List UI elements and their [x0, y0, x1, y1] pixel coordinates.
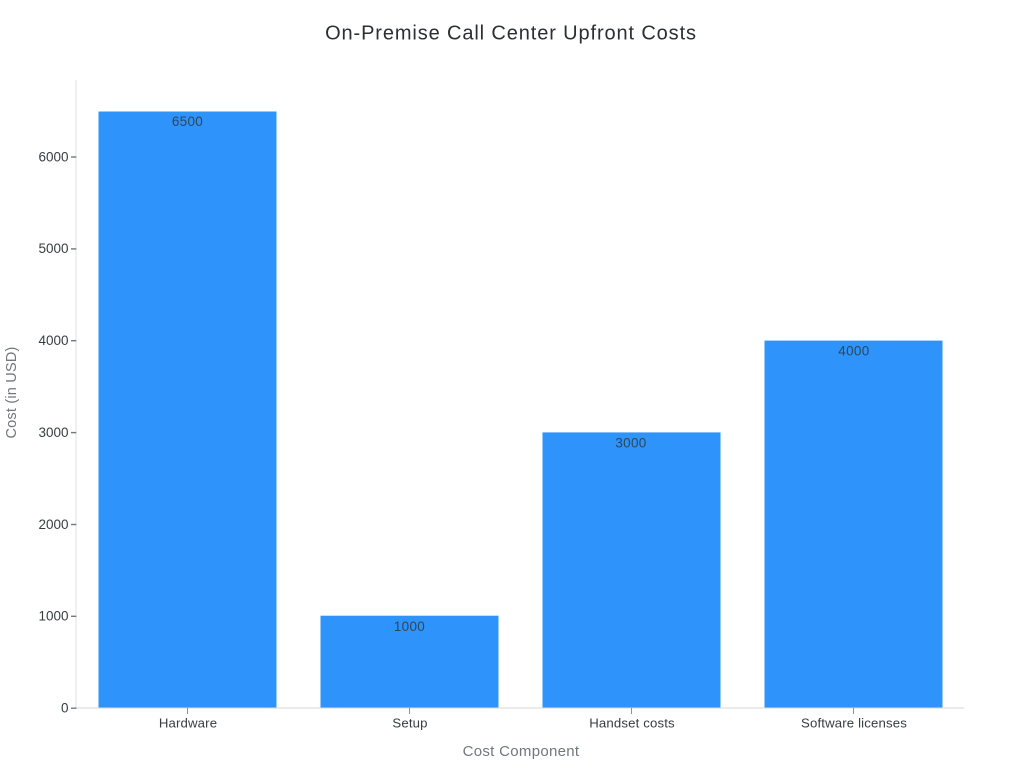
svg-text:Setup: Setup — [392, 716, 427, 731]
svg-text:Hardware: Hardware — [159, 716, 217, 731]
svg-text:Handset costs: Handset costs — [589, 716, 675, 731]
svg-text:0: 0 — [61, 701, 69, 716]
svg-text:1000: 1000 — [394, 619, 425, 634]
svg-text:Cost (in USD): Cost (in USD) — [4, 346, 20, 438]
svg-text:Cost Component: Cost Component — [463, 743, 580, 760]
svg-text:Software licenses: Software licenses — [801, 716, 907, 731]
svg-text:5000: 5000 — [38, 241, 68, 256]
svg-text:4000: 4000 — [38, 333, 68, 348]
svg-text:On-Premise Call Center Upfront: On-Premise Call Center Upfront Costs — [325, 22, 697, 44]
svg-text:6500: 6500 — [172, 114, 203, 129]
svg-text:3000: 3000 — [615, 435, 646, 450]
svg-text:3000: 3000 — [38, 425, 68, 440]
svg-text:2000: 2000 — [38, 517, 68, 532]
svg-text:1000: 1000 — [38, 609, 68, 624]
svg-text:4000: 4000 — [838, 344, 869, 359]
svg-text:6000: 6000 — [38, 149, 68, 164]
